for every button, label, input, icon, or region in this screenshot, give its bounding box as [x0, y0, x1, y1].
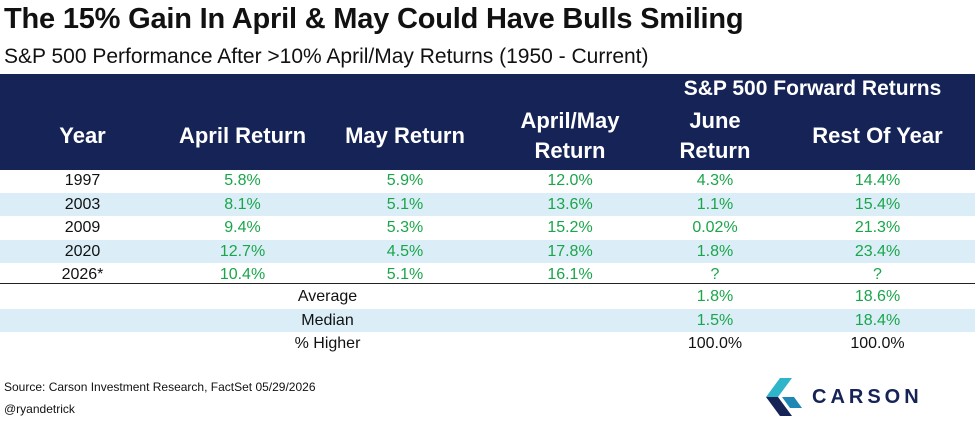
summary-label: Median — [301, 311, 354, 329]
cell-rest: 21.3% — [854, 219, 901, 236]
summary-june: 1.8% — [696, 288, 734, 305]
cell-april: 8.1% — [224, 195, 261, 213]
cell-june: 4.3% — [696, 172, 734, 189]
cell-rest: 23.4% — [854, 242, 901, 260]
table-row: 2009 9.4% 5.3% 15.2% 0.02% 21.3% — [0, 216, 975, 239]
col-header-rest: Rest Of Year — [812, 123, 943, 148]
cell-aprmay: 13.6% — [547, 195, 593, 213]
summary-row: Average 1.8% 18.6% — [0, 285, 975, 308]
table-divider — [0, 283, 975, 284]
table-row: 2026* 10.4% 5.1% 16.1%?? — [0, 263, 975, 286]
cell-rest: ? — [873, 266, 882, 283]
cell-aprmay: 12.0% — [547, 172, 593, 189]
cell-rest: 14.4% — [854, 172, 901, 189]
group-header-forward-returns: S&P 500 Forward Returns — [683, 77, 942, 100]
cell-year: 2020 — [64, 242, 101, 260]
summary-june: 100.0% — [687, 335, 743, 352]
cell-may: 5.1% — [386, 266, 424, 283]
cell-year: 2026* — [61, 266, 104, 283]
summary-rest: 18.6% — [854, 288, 901, 305]
summary-label: Average — [297, 288, 358, 305]
cell-may: 5.1% — [386, 195, 424, 213]
cell-may: 5.9% — [386, 172, 424, 189]
cell-year: 2003 — [64, 195, 101, 213]
table-row: 2003 8.1% 5.1% 13.6% 1.1% 15.4% — [0, 192, 975, 216]
summary-label: % Higher — [294, 335, 361, 352]
cell-year: 1997 — [64, 172, 101, 189]
author-handle: @ryandetrick — [4, 402, 75, 416]
summary-rest: 18.4% — [854, 311, 901, 329]
col-header-year: Year — [59, 123, 106, 148]
page-title: The 15% Gain In April & May Could Have B… — [4, 3, 744, 35]
carson-logo-icon — [766, 378, 802, 416]
cell-rest: 15.4% — [854, 195, 901, 213]
cell-april: 12.7% — [219, 242, 266, 260]
cell-may: 4.5% — [386, 242, 424, 260]
summary-june: 1.5% — [696, 311, 734, 329]
summary-rest: 100.0% — [850, 335, 905, 352]
table-header — [0, 74, 975, 170]
cell-june: 0.02% — [692, 219, 738, 236]
cell-aprmay: 17.8% — [547, 242, 593, 260]
cell-april: 9.4% — [224, 219, 261, 236]
cell-year: 2009 — [64, 219, 101, 236]
col-header-june-line2: Return — [679, 138, 751, 163]
col-header-aprmay-line1: April/May — [520, 108, 620, 133]
cell-april: 5.8% — [224, 172, 261, 189]
cell-june: ? — [710, 266, 720, 283]
cell-may: 5.3% — [386, 219, 424, 236]
cell-june: 1.1% — [696, 195, 734, 213]
carson-logo-text: CARSON — [812, 386, 923, 408]
table-row: 1997 5.8% 5.9% 12.0% 4.3% 14.4% — [0, 169, 975, 192]
page-subtitle: S&P 500 Performance After >10% April/May… — [4, 45, 649, 68]
table-row: 2020 12.7% 4.5% 17.8% 1.8% 23.4% — [0, 239, 975, 263]
summary-row: % Higher 100.0% 100.0% — [0, 332, 975, 355]
col-header-april: April Return — [178, 123, 307, 148]
col-header-may: May Return — [345, 123, 465, 148]
cell-june: 1.8% — [696, 242, 734, 260]
col-header-june-line1: June — [689, 108, 741, 133]
col-header-aprmay-line2: Return — [534, 138, 606, 163]
cell-aprmay: 16.1% — [547, 266, 593, 283]
cell-aprmay: 15.2% — [547, 219, 593, 236]
cell-april: 10.4% — [219, 266, 266, 283]
summary-row: Median 1.5% 18.4% — [0, 308, 975, 332]
source-note: Source: Carson Investment Research, Fact… — [4, 380, 316, 394]
